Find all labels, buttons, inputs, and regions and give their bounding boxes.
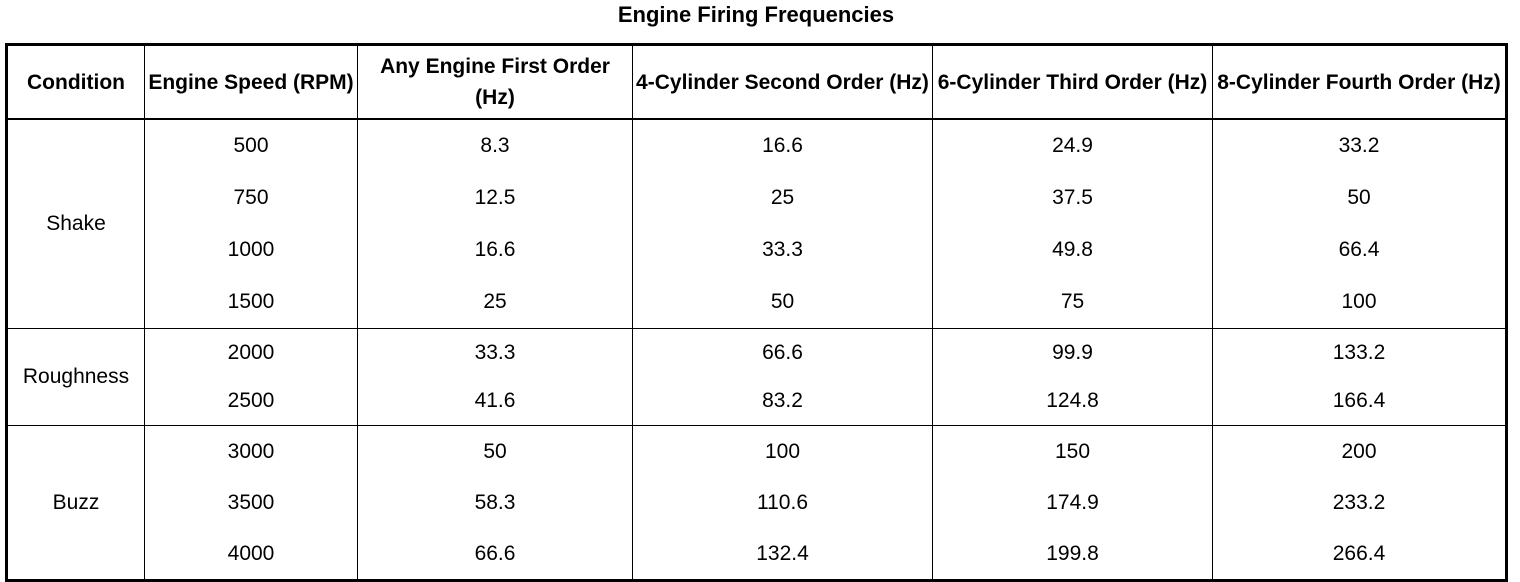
- condition-cell: Shake: [6, 119, 145, 329]
- value-cell: 66.6: [632, 328, 933, 377]
- value-cell: 12.5: [357, 172, 633, 224]
- table-row: 1500 25 50 75 100: [7, 276, 1507, 329]
- value-cell: 50: [632, 276, 933, 329]
- value-cell: 50: [357, 425, 633, 477]
- value-cell: 200: [1212, 425, 1507, 477]
- title: Engine Firing Frequencies: [617, 2, 895, 27]
- header-cell: 8-Cylinder Fourth Order (Hz): [1212, 44, 1507, 120]
- header-cell: 4-Cylinder Second Order (Hz): [632, 44, 933, 120]
- frequency-table: Condition Engine Speed (RPM) Any Engine Fi…: [5, 43, 1508, 582]
- value-cell: 99.9: [932, 328, 1213, 377]
- value-cell: 266.4: [1212, 528, 1507, 581]
- value-cell: 1500: [144, 276, 358, 329]
- header-cell: 6-Cylinder Third Order (Hz): [932, 44, 1213, 120]
- value-cell: 66.6: [357, 528, 633, 581]
- value-cell: 16.6: [632, 119, 933, 172]
- value-cell: 24.9: [932, 119, 1213, 172]
- condition-group: Shake 500 8.3 16.6 24.9 33.2 750 12.5 25 37.5 50 10…: [6, 119, 1507, 329]
- table-row: 4000 66.6 132.4 199.8 266.4: [7, 528, 1507, 581]
- header-cell: Condition: [6, 44, 145, 120]
- value-cell: 500: [144, 119, 358, 172]
- value-cell: 100: [632, 425, 933, 477]
- value-cell: 33.2: [1212, 119, 1507, 172]
- table-row: Roughness 2000 33.3 66.6 99.9 133.2: [6, 328, 1507, 426]
- table-row: 1000 16.6 33.3 49.8 66.4: [7, 224, 1507, 276]
- header-cell: Engine Speed (RPM): [144, 44, 358, 120]
- value-cell: 166.4: [1212, 377, 1507, 426]
- condition-group: Roughness 2000 33.3 66.6 99.9 133.2 2500 41.6 83…: [6, 328, 1507, 426]
- value-cell: 2500: [144, 377, 358, 426]
- value-cell: 100: [1212, 276, 1507, 329]
- value-cell: 150: [932, 425, 1213, 477]
- value-cell: 66.4: [1212, 224, 1507, 276]
- value-cell: 132.4: [632, 528, 933, 581]
- header-cell: Any Engine First Order (Hz): [357, 44, 633, 120]
- value-cell: 8.3: [357, 119, 633, 172]
- condition-cell: Roughness: [6, 328, 145, 426]
- value-cell: 25: [357, 276, 633, 329]
- value-cell: 58.3: [357, 477, 633, 528]
- value-cell: 33.3: [357, 328, 633, 377]
- value-cell: 25: [632, 172, 933, 224]
- value-cell: 2000: [144, 328, 358, 377]
- value-cell: 16.6: [357, 224, 633, 276]
- table-row: 750 12.5 25 37.5 50: [7, 172, 1507, 224]
- value-cell: 83.2: [632, 377, 933, 426]
- value-cell: 49.8: [932, 224, 1213, 276]
- value-cell: 33.3: [632, 224, 933, 276]
- value-cell: 41.6: [357, 377, 633, 426]
- value-cell: 124.8: [932, 377, 1213, 426]
- value-cell: 3000: [144, 425, 358, 477]
- value-cell: 133.2: [1212, 328, 1507, 377]
- condition-group: Buzz 3000 50 100 150 200 3500 58.3 110.6 174.9 233…: [6, 425, 1507, 581]
- value-cell: 75: [932, 276, 1213, 329]
- table-row: 3500 58.3 110.6 174.9 233.2: [7, 477, 1507, 528]
- value-cell: 3500: [144, 477, 358, 528]
- value-cell: 199.8: [932, 528, 1213, 581]
- value-cell: 174.9: [932, 477, 1213, 528]
- condition-cell: Buzz: [6, 425, 145, 581]
- table-row: 2500 41.6 83.2 124.8 166.4: [7, 377, 1507, 426]
- value-cell: 37.5: [932, 172, 1213, 224]
- table-row: Shake 500 8.3 16.6 24.9 33.2: [6, 119, 1507, 329]
- value-cell: 1000: [144, 224, 358, 276]
- value-cell: 4000: [144, 528, 358, 581]
- value-cell: 233.2: [1212, 477, 1507, 528]
- value-cell: 110.6: [632, 477, 933, 528]
- header-row: Condition Engine Speed (RPM) Any Engine Fi…: [6, 44, 1507, 120]
- table-row: Buzz 3000 50 100 150 200: [6, 425, 1507, 581]
- value-cell: 50: [1212, 172, 1507, 224]
- value-cell: 750: [144, 172, 358, 224]
